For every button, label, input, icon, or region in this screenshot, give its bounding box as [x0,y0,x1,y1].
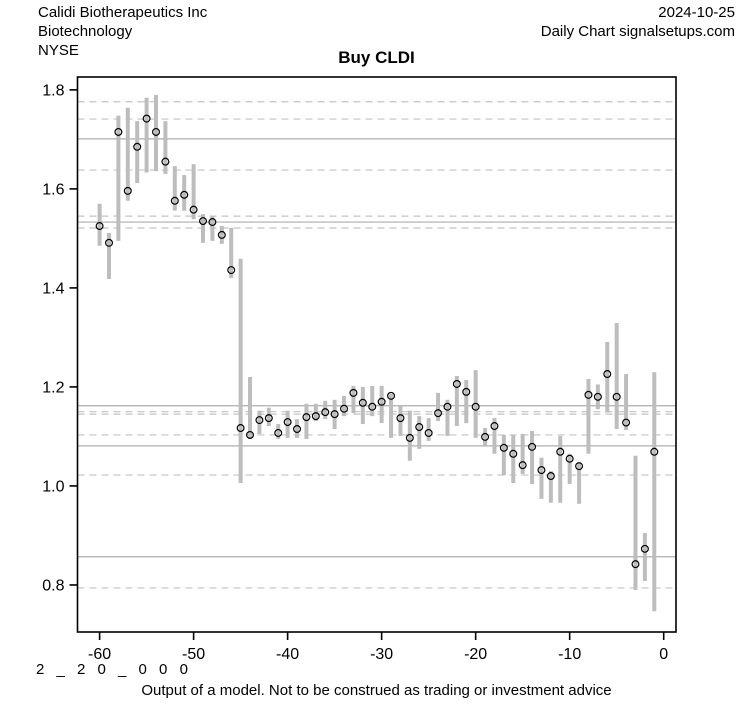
company-exchange: NYSE [38,42,79,59]
chart-title: Buy CLDI [338,48,415,67]
close-point [593,392,602,401]
close-point [283,418,292,427]
y-axis-tick-label: 1.4 [42,280,64,297]
close-point [246,430,255,439]
close-point [546,472,555,481]
close-point [311,412,320,421]
close-point [584,390,593,399]
close-point [321,408,330,417]
x-axis-tick-label: 0 [659,646,668,663]
close-point [490,422,499,431]
close-point [217,230,226,239]
close-point [330,410,339,419]
chart-source-label: Daily Chart signalsetups.com [540,23,735,40]
model-code-label: 2 _ 2 0 _ 0 0 0 [36,661,192,678]
close-point [434,409,443,418]
close-point [142,114,151,123]
close-point [387,391,396,400]
close-point [208,218,217,227]
close-point [565,454,574,463]
close-point [528,442,537,451]
close-point [255,416,264,425]
close-point [396,414,405,423]
close-point [443,402,452,411]
close-point [236,424,245,433]
y-axis-tick-label: 1.0 [42,478,64,495]
close-point [377,397,386,406]
close-point [424,428,433,437]
close-point [471,402,480,411]
x-axis-tick-label: -20 [464,646,487,663]
close-point [189,205,198,214]
close-point [499,443,508,452]
close-point [650,447,659,456]
close-point [631,560,640,569]
close-point [415,423,424,432]
company-sector: Biotechnology [38,23,133,40]
close-point [509,449,518,458]
y-axis-tick-label: 1.2 [42,379,64,396]
close-point [274,428,283,437]
close-point [227,266,236,275]
close-point [518,461,527,470]
disclaimer-text: Output of a model. Not to be construed a… [141,682,612,699]
close-point [123,186,132,195]
close-point [114,127,123,136]
close-point [302,413,311,422]
close-point [161,157,170,166]
close-point [575,462,584,471]
plot-border [76,76,677,633]
close-point [180,190,189,199]
close-point [133,142,142,151]
x-axis-tick-label: -10 [558,646,581,663]
close-point [556,447,565,456]
close-point [462,387,471,396]
close-point [612,392,621,401]
close-point [170,196,179,205]
close-point [452,379,461,388]
close-point [293,425,302,434]
x-axis-tick-label: -30 [370,646,393,663]
header-left: Calidi Biotherapeutics Inc Biotechnology… [38,3,207,60]
close-point [152,127,161,136]
y-axis-tick-label: 1.8 [42,82,64,99]
company-name: Calidi Biotherapeutics Inc [38,4,208,21]
close-point [603,370,612,379]
close-point [104,238,113,247]
y-axis-tick-label: 0.8 [42,577,64,594]
header-right: 2024-10-25 Daily Chart signalsetups.com [541,3,735,41]
close-point [199,217,208,226]
y-axis-tick-label: 1.6 [42,181,64,198]
close-point [264,414,273,423]
close-point [340,404,349,413]
close-point [640,544,649,553]
close-point [405,433,414,442]
close-point [481,432,490,441]
x-axis-tick-label: -40 [276,646,299,663]
x-axis-tick-label: -60 [88,646,111,663]
close-point [537,466,546,475]
close-point [358,398,367,407]
x-axis-tick-label: -50 [182,646,205,663]
close-point [622,418,631,427]
close-point [95,222,104,231]
close-point [349,388,358,397]
close-point [368,402,377,411]
chart-date: 2024-10-25 [658,4,735,21]
